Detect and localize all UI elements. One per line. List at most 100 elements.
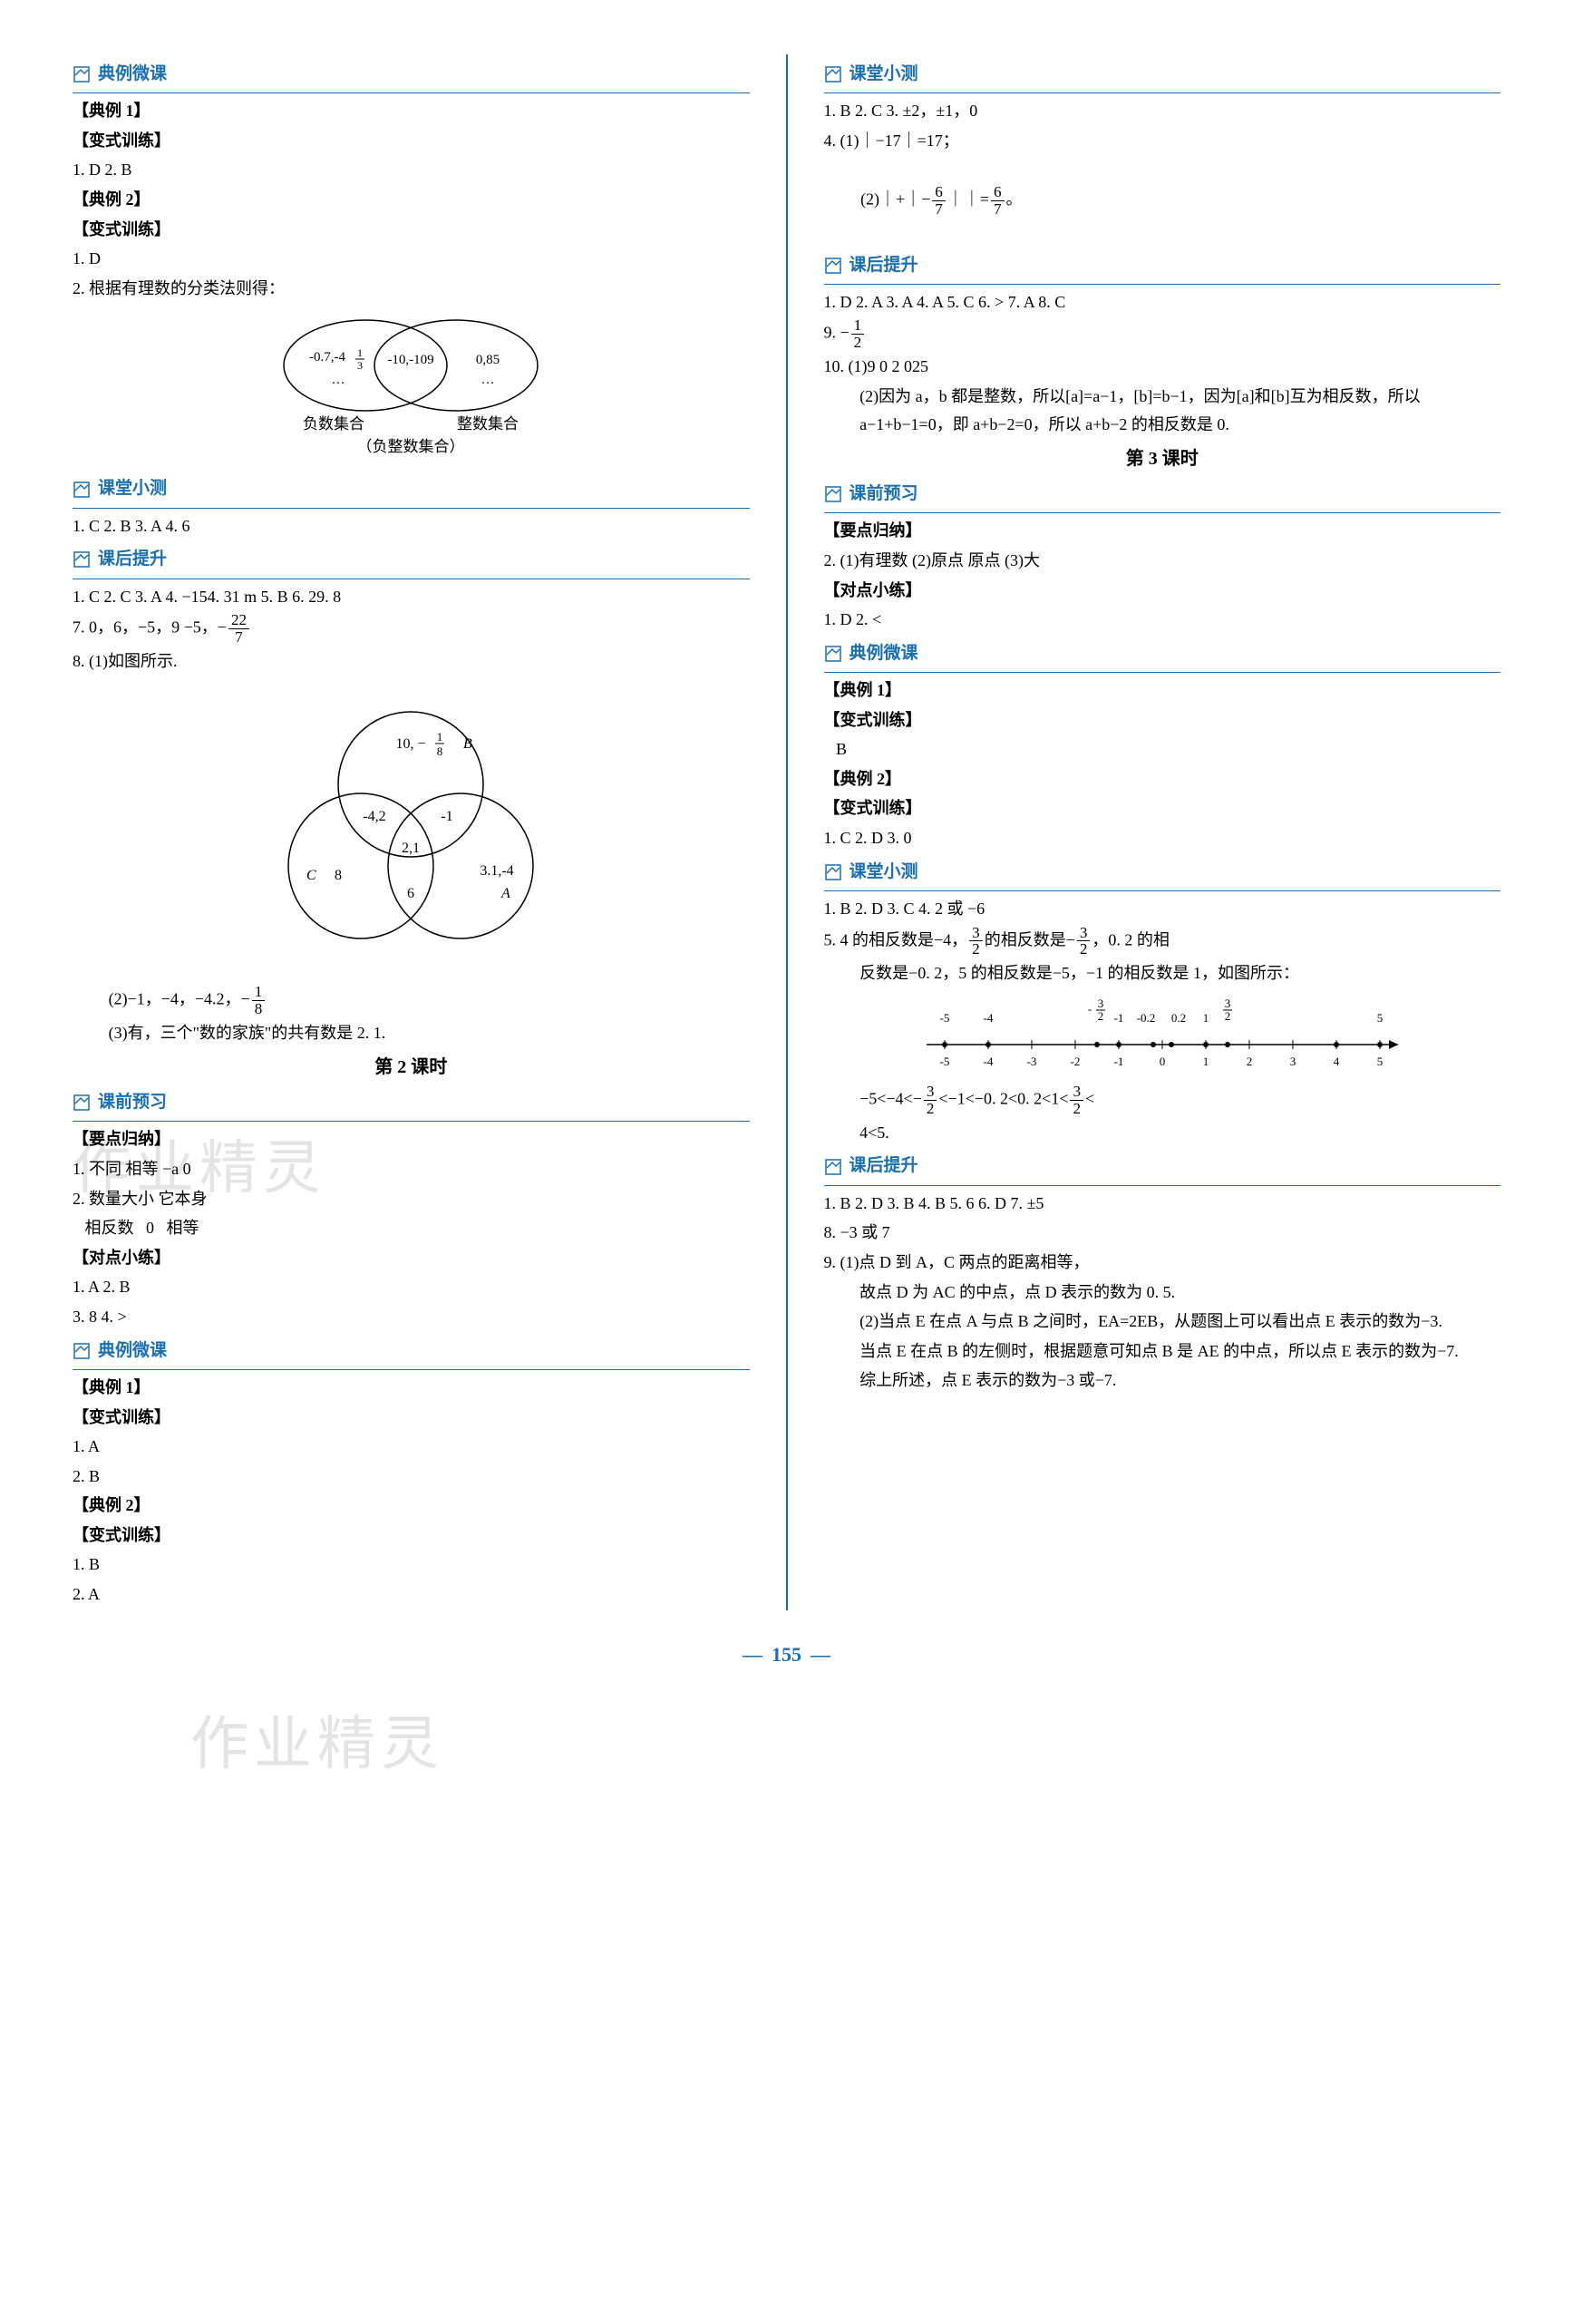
svg-text:-4: -4	[983, 1055, 993, 1068]
venn-3circle: 10, − 1 8 B -4,2 -1 2,1 C 8 6 3.1,-4 A	[73, 685, 750, 975]
svg-text:A: A	[500, 886, 510, 901]
number-line: -5 -4 -3 -2 -1 0 1 2	[824, 995, 1501, 1076]
svg-text:-3: -3	[1026, 1055, 1036, 1068]
fraction: 67	[932, 184, 946, 218]
section-title: 课前预习	[98, 1088, 167, 1117]
answer-line: 2. B	[73, 1463, 750, 1491]
fraction: 67	[991, 184, 1005, 218]
text-fragment: 。	[1006, 190, 1023, 209]
answer-line: 1. B 2. C 3. ±2，±1，0	[824, 97, 1501, 125]
answer-line: 9. (1)点 D 到 A，C 两点的距离相等，	[824, 1249, 1501, 1277]
answer-line: 2. A	[73, 1580, 750, 1609]
section-icon	[73, 65, 91, 83]
heading-ex2: 【典例 2】	[73, 1492, 750, 1520]
svg-text:1: 1	[1203, 1011, 1209, 1025]
venn-bottom-label: （负整数集合）	[357, 438, 465, 455]
section-kehoutisheng: 课后提升	[824, 1152, 1501, 1185]
section-ketangxiaoce: 课堂小测	[73, 474, 750, 508]
section-dianliweike: 典例微课	[824, 639, 1501, 673]
answer-line: (3)有，三个"数的家族"的共有数是 2. 1.	[73, 1019, 750, 1047]
lesson-title: 第 3 课时	[824, 443, 1501, 474]
section-title: 课后提升	[98, 545, 167, 574]
svg-text:0: 0	[1160, 1055, 1166, 1068]
answer-line: 当点 E 在点 B 的左侧时，根据题意可知点 B 是 AE 的中点，所以点 E …	[824, 1337, 1501, 1366]
answer-line: 3. 8 4. >	[73, 1303, 750, 1331]
svg-text:-5: -5	[939, 1011, 949, 1025]
text-fragment: ，0. 2 的相	[1092, 930, 1170, 948]
fraction: 32	[969, 925, 983, 958]
text-fragment: <	[1085, 1090, 1094, 1108]
heading-ddxl: 【对点小练】	[73, 1244, 750, 1272]
svg-text:-0.7,-4: -0.7,-4	[309, 350, 345, 365]
answer-line: 4. (1)｜−17｜=17；	[824, 127, 1501, 155]
svg-text:0.2: 0.2	[1171, 1011, 1186, 1025]
answer-line: (2)因为 a，b 都是整数，所以[a]=a−1，[b]=b−1，因为[a]和[…	[824, 383, 1501, 438]
answer-line: 综上所述，点 E 表示的数为−3 或−7.	[824, 1366, 1501, 1395]
left-column: 典例微课 【典例 1】 【变式训练】 1. D 2. B 【典例 2】 【变式训…	[73, 54, 750, 1610]
svg-text:…: …	[332, 373, 345, 387]
answer-line: (2)｜+｜−67｜｜=67。	[824, 156, 1501, 245]
section-title: 课后提升	[850, 251, 918, 280]
page-columns: 典例微课 【典例 1】 【变式训练】 1. D 2. B 【典例 2】 【变式训…	[73, 54, 1500, 1610]
heading-ex1: 【典例 1】	[824, 676, 1501, 705]
svg-text:3: 3	[1225, 997, 1231, 1010]
heading-ydgn: 【要点归纳】	[824, 517, 1501, 545]
right-column: 课堂小测 1. B 2. C 3. ±2，±1，0 4. (1)｜−17｜=17…	[824, 54, 1501, 1610]
heading-ydgn: 【要点归纳】	[73, 1125, 750, 1153]
text-fragment: 5. 4 的相反数是−4，	[824, 930, 968, 948]
section-title: 典例微课	[850, 639, 918, 668]
svg-text:1: 1	[1203, 1055, 1209, 1068]
svg-text:2: 2	[1098, 1009, 1104, 1023]
svg-text:3: 3	[1098, 997, 1104, 1010]
svg-text:-2: -2	[1070, 1055, 1080, 1068]
text-fragment: 7. 0，6，−5，9 −5，−	[73, 618, 227, 637]
svg-text:2: 2	[1247, 1055, 1253, 1068]
text-fragment: <−1<−0. 2<0. 2<1<	[938, 1090, 1068, 1108]
heading-ex2: 【典例 2】	[824, 765, 1501, 793]
svg-text:-4: -4	[983, 1011, 993, 1025]
section-title: 课堂小测	[98, 474, 167, 503]
page-number: —155—	[73, 1638, 1500, 1671]
svg-text:-4,2: -4,2	[364, 809, 386, 824]
column-divider	[786, 54, 788, 1610]
section-title: 课堂小测	[850, 60, 918, 89]
answer-line: 1. D 2. <	[824, 606, 1501, 634]
svg-text:2,1: 2,1	[402, 841, 420, 856]
answer-line: 1. B	[73, 1551, 750, 1579]
svg-text:5: 5	[1377, 1011, 1384, 1025]
heading-bsxl: 【变式训练】	[73, 1522, 750, 1550]
text-fragment: (2)−1，−4，−4.2，−	[109, 989, 250, 1007]
text-fragment: (2)｜+｜−	[849, 190, 931, 209]
answer-line: 2. 根据有理数的分类法则得：	[73, 275, 750, 303]
heading-bsxl: 【变式训练】	[73, 1404, 750, 1432]
svg-text:8: 8	[437, 744, 443, 758]
heading-bsxl: 【变式训练】	[73, 216, 750, 244]
svg-text:B: B	[463, 736, 472, 752]
heading-ddxl: 【对点小练】	[824, 577, 1501, 605]
section-title: 课前预习	[850, 480, 918, 509]
svg-text:5: 5	[1377, 1055, 1384, 1068]
answer-line: 4<5.	[824, 1119, 1501, 1147]
answer-line: 1. C 2. D 3. 0	[824, 824, 1501, 852]
section-icon	[73, 1094, 91, 1112]
section-keqianyuxi: 课前预习	[73, 1088, 750, 1122]
svg-text:0,85: 0,85	[476, 353, 500, 367]
svg-text:-0.2: -0.2	[1136, 1011, 1155, 1025]
svg-text:6: 6	[407, 886, 414, 901]
section-icon	[824, 65, 842, 83]
answer-line: −5<−4<−32<−1<−0. 2<0. 2<1<32<	[824, 1084, 1501, 1117]
heading-bsxl: 【变式训练】	[824, 706, 1501, 734]
answer-line: 2. 数量大小 它本身	[73, 1185, 750, 1213]
svg-text:…: …	[481, 373, 495, 387]
section-icon	[824, 1158, 842, 1176]
answer-line: 2. (1)有理数 (2)原点 原点 (3)大	[824, 547, 1501, 575]
answer-line: 1. D	[73, 245, 750, 273]
answer-line: 1. B 2. D 3. B 4. B 5. 6 6. D 7. ±5	[824, 1190, 1501, 1218]
svg-text:-1: -1	[442, 809, 453, 824]
section-title: 课后提升	[850, 1152, 918, 1181]
text-fragment: 的相反数是−	[985, 930, 1075, 948]
answer-line: 8. (1)如图所示.	[73, 647, 750, 676]
venn-right-label: 整数集合	[457, 415, 519, 433]
answer-line: 相反数 0 相等	[73, 1214, 750, 1242]
heading-ex1: 【典例 1】	[73, 97, 750, 125]
